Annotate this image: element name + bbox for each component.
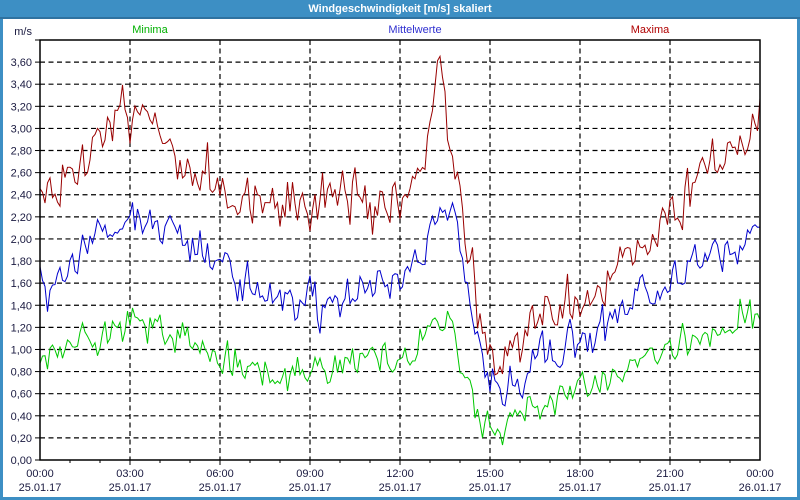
svg-text:3,00: 3,00 bbox=[11, 123, 32, 135]
svg-text:25.01.17: 25.01.17 bbox=[109, 482, 152, 494]
svg-text:26.01.17: 26.01.17 bbox=[739, 482, 782, 494]
svg-text:03:00: 03:00 bbox=[116, 468, 144, 480]
svg-text:21:00: 21:00 bbox=[656, 468, 684, 480]
svg-text:09:00: 09:00 bbox=[296, 468, 324, 480]
svg-text:1,20: 1,20 bbox=[11, 322, 32, 334]
svg-text:25.01.17: 25.01.17 bbox=[19, 482, 62, 494]
svg-text:0,20: 0,20 bbox=[11, 433, 32, 445]
svg-text:2,60: 2,60 bbox=[11, 168, 32, 180]
svg-text:00:00: 00:00 bbox=[746, 468, 774, 480]
svg-text:0,00: 0,00 bbox=[11, 455, 32, 467]
svg-text:00:00: 00:00 bbox=[26, 468, 54, 480]
svg-text:15:00: 15:00 bbox=[476, 468, 504, 480]
svg-text:2,20: 2,20 bbox=[11, 212, 32, 224]
svg-text:25.01.17: 25.01.17 bbox=[199, 482, 242, 494]
svg-text:1,60: 1,60 bbox=[11, 278, 32, 290]
svg-text:25.01.17: 25.01.17 bbox=[379, 482, 422, 494]
svg-text:18:00: 18:00 bbox=[566, 468, 594, 480]
svg-text:25.01.17: 25.01.17 bbox=[469, 482, 512, 494]
svg-text:25.01.17: 25.01.17 bbox=[559, 482, 602, 494]
svg-text:0,40: 0,40 bbox=[11, 411, 32, 423]
svg-text:2,80: 2,80 bbox=[11, 146, 32, 158]
svg-text:m/s: m/s bbox=[14, 26, 32, 38]
svg-text:3,40: 3,40 bbox=[11, 79, 32, 91]
svg-text:3,20: 3,20 bbox=[11, 101, 32, 113]
svg-text:1,00: 1,00 bbox=[11, 344, 32, 356]
svg-text:1,80: 1,80 bbox=[11, 256, 32, 268]
svg-text:25.01.17: 25.01.17 bbox=[289, 482, 332, 494]
svg-text:25.01.17: 25.01.17 bbox=[649, 482, 692, 494]
svg-text:0,60: 0,60 bbox=[11, 389, 32, 401]
svg-text:0,80: 0,80 bbox=[11, 367, 32, 379]
svg-text:3,60: 3,60 bbox=[11, 57, 32, 69]
svg-text:2,40: 2,40 bbox=[11, 190, 32, 202]
svg-text:1,40: 1,40 bbox=[11, 300, 32, 312]
svg-text:2,00: 2,00 bbox=[11, 234, 32, 246]
svg-text:06:00: 06:00 bbox=[206, 468, 234, 480]
svg-text:12:00: 12:00 bbox=[386, 468, 414, 480]
